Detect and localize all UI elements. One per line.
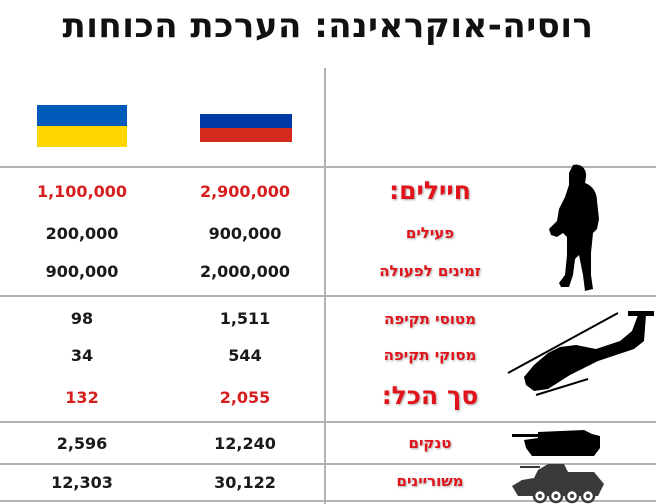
russia-tanks: 12,240 [214,434,276,453]
ukraine-soldiers-total: 1,100,000 [36,182,128,201]
russia-active: 900,000 [208,224,282,243]
soldier-icon [549,164,599,291]
ukraine-flag-icon [37,105,127,147]
divider-header [0,166,656,168]
ukraine-armored-vehicles: 12,303 [51,473,113,492]
russia-attack-planes: 1,511 [219,309,271,328]
ukraine-attack-helicopters: 34 [70,346,94,365]
russia-aircraft-total: 2,055 [219,388,271,407]
label-armored-vehicles: משוריינים [396,472,464,490]
page-title: רוסיה-אוקראינה: הערכת הכוחות [62,6,594,46]
ukraine-reserves: 900,000 [45,262,119,281]
label-active: פעילים [405,224,455,242]
label-attack-planes: מטוסי תקיפה [384,310,476,328]
russia-reserves: 2,000,000 [199,262,291,281]
ukraine-tanks: 2,596 [56,434,108,453]
tank-icon [512,430,600,456]
ukraine-aircraft-total: 132 [65,388,99,407]
label-reserves: זמינים לפעולה [379,262,481,280]
armored-vehicle-icon [512,464,604,504]
label-tanks: טנקים [408,434,452,452]
label-aircraft-total: סך הכל: [381,381,479,410]
ukraine-attack-planes: 98 [70,309,94,328]
label-soldiers-total: חיילים: [389,176,471,205]
russia-attack-helicopters: 544 [228,346,262,365]
russia-soldiers-total: 2,900,000 [199,182,291,201]
divider-aircraft [0,421,656,423]
ukraine-active: 200,000 [45,224,119,243]
divider-soldiers [0,295,656,297]
divider-tanks [0,463,656,465]
russia-armored-vehicles: 30,122 [214,473,276,492]
label-attack-helicopters: מסוקי תקיפה [383,346,477,364]
russia-flag-icon [200,114,292,142]
helicopter-icon [507,311,654,396]
column-divider [324,68,326,504]
divider-bottom [0,500,656,502]
